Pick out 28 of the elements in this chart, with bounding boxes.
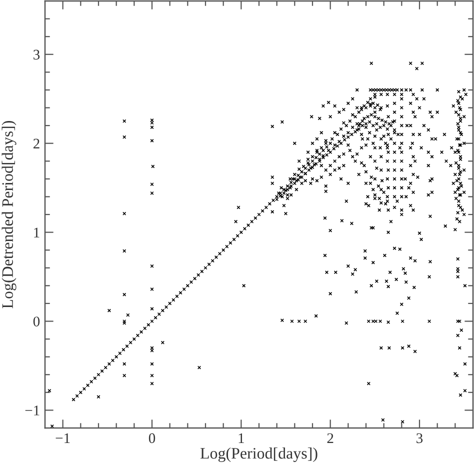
point (454, 196, 458, 200)
point (458, 220, 462, 224)
y-axis-title: Log(Detrended Period[days]) (2, 120, 16, 308)
x-tick-label: 3 (416, 433, 423, 444)
point (458, 116, 462, 120)
y-tick-label: −1 (25, 406, 40, 416)
x-tick-label: 2 (327, 433, 334, 443)
point (454, 161, 458, 165)
point (453, 190, 457, 194)
x-tick-label: 0 (148, 433, 156, 444)
x-tick-label: 1 (238, 433, 244, 443)
y-tick-label: 2 (33, 138, 40, 148)
point (452, 182, 456, 186)
point (460, 184, 464, 188)
point (462, 168, 466, 172)
point (453, 228, 457, 232)
y-tick-label: 1 (34, 228, 40, 238)
y-tick-label: 3 (34, 50, 40, 60)
x-tick-label: −1 (56, 433, 70, 443)
x-axis-title: Log(Period[days]) (200, 447, 318, 462)
point (462, 114, 466, 118)
point (456, 122, 460, 126)
point (456, 210, 460, 215)
point (453, 150, 457, 154)
y-tick-label: 0 (33, 316, 40, 326)
point (462, 212, 466, 216)
point (464, 92, 468, 96)
point (456, 166, 461, 170)
